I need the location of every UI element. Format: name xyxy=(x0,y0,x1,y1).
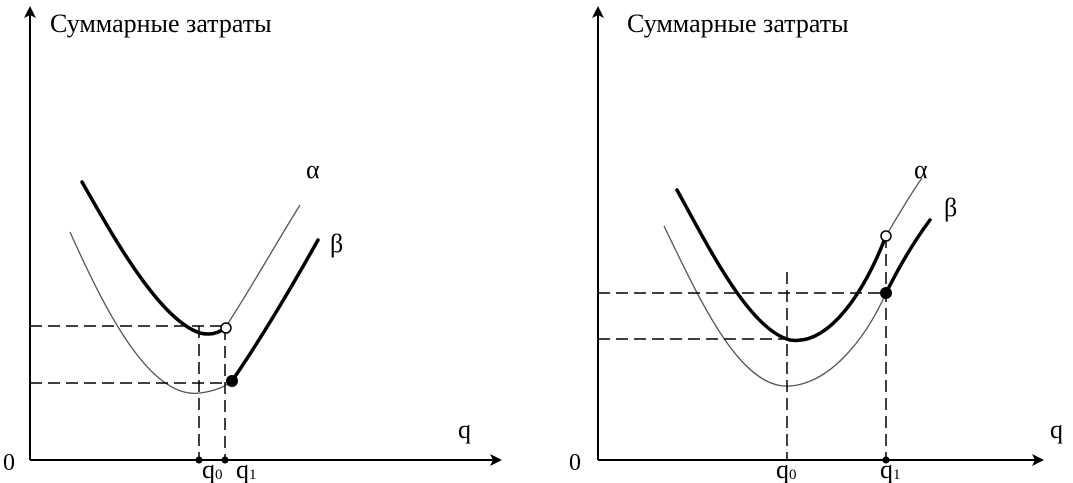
left-alpha-label: α xyxy=(306,155,320,184)
left-curve-alpha xyxy=(80,180,227,336)
right-thin-curve-alpha-upper xyxy=(885,177,923,237)
left-beta-label: β xyxy=(330,229,343,258)
left-open-point xyxy=(220,322,232,334)
left-x-axis-label: q xyxy=(458,415,471,444)
right-y-axis-label: Суммарные затраты xyxy=(627,9,849,38)
left-origin-label: 0 xyxy=(3,450,15,476)
left-thin-curve-beta-lower xyxy=(69,231,233,394)
right-curve-beta xyxy=(884,218,932,295)
right-thin-curve-beta-lower xyxy=(663,225,887,387)
right-open-point xyxy=(880,230,892,242)
right-curve-alpha xyxy=(675,188,888,343)
left-tick-q0 xyxy=(195,456,203,464)
right-panel: Суммарные затраты q 0 α β q0 q1 xyxy=(569,6,1063,483)
left-tick-q1 xyxy=(221,456,229,464)
left-y-axis-label: Суммарные затраты xyxy=(50,9,272,38)
right-origin-label: 0 xyxy=(569,450,581,476)
left-curve-beta xyxy=(230,238,320,383)
left-thin-curve-alpha-upper xyxy=(224,204,301,329)
right-x-axis-label: q xyxy=(1050,415,1063,444)
left-q1-label: q1 xyxy=(236,455,257,483)
right-alpha-label: α xyxy=(914,155,928,184)
left-q0-label: q0 xyxy=(202,455,223,483)
left-filled-point xyxy=(226,375,238,387)
right-beta-label: β xyxy=(944,193,957,222)
right-tick-q1 xyxy=(882,456,890,464)
left-panel: Суммарные затраты q 0 α β q0 q1 xyxy=(3,6,502,483)
right-q0-label: q0 xyxy=(776,455,797,483)
right-q1-label: q1 xyxy=(880,455,901,483)
right-filled-point xyxy=(880,287,892,299)
